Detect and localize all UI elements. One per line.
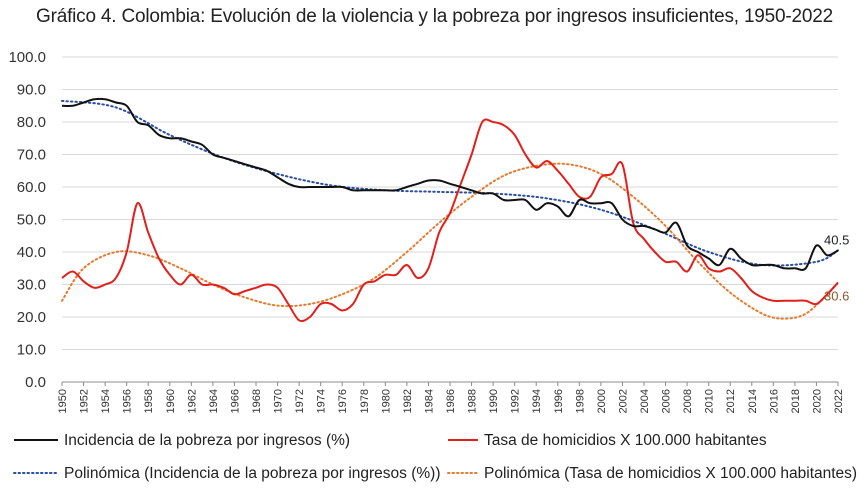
- x-tick-label: 1970: [273, 389, 285, 413]
- y-tick-label: 80.0: [17, 114, 46, 131]
- x-tick-label: 2018: [790, 389, 802, 413]
- x-tick-label: 2022: [833, 389, 845, 413]
- x-tick-label: 1950: [57, 389, 69, 413]
- x-tick-label: 2016: [768, 389, 780, 413]
- x-tick-label: 1968: [251, 389, 263, 413]
- gridlines: [62, 56, 838, 383]
- x-tick-label: 1956: [122, 389, 134, 413]
- x-tick-label: 2000: [596, 389, 608, 413]
- x-tick-label: 1960: [165, 389, 177, 413]
- x-tick-label: 2010: [704, 389, 716, 413]
- y-tick-label: 60.0: [17, 179, 46, 196]
- x-tick-label: 2020: [811, 389, 823, 413]
- y-tick-label: 40.0: [17, 244, 46, 261]
- x-tick-label: 1974: [316, 389, 328, 413]
- data-labels: 40.5 30.6: [824, 232, 849, 303]
- poverty-trend-line: [61, 99, 839, 267]
- homicide-trend-line: [61, 162, 839, 320]
- x-tick-label: 1990: [488, 389, 500, 413]
- x-tick-label: 1978: [359, 389, 371, 413]
- y-tick-label: 20.0: [17, 309, 46, 326]
- legend-label: Tasa de homicidios X 100.000 habitantes: [484, 432, 767, 449]
- y-tick-label: 50.0: [17, 212, 46, 229]
- x-tick-label: 2006: [661, 389, 673, 413]
- chart-title: Gráfico 4. Colombia: Evolución de la vio…: [36, 6, 834, 27]
- x-tick-label: 1992: [510, 389, 522, 413]
- x-tick-label: 1966: [229, 389, 241, 413]
- x-tick-label: 1994: [531, 389, 543, 413]
- y-tick-label: 0.0: [25, 374, 46, 391]
- x-tick-label: 2002: [617, 389, 629, 413]
- x-tick-label: 2008: [682, 389, 694, 413]
- x-tick-label: 1972: [294, 389, 306, 413]
- y-tick-label: 30.0: [17, 277, 46, 294]
- y-tick-label: 90.0: [17, 82, 46, 99]
- end-value-label: 30.6: [824, 289, 849, 304]
- x-tick-label: 1988: [467, 389, 479, 413]
- x-tick-label: 1982: [402, 389, 414, 413]
- legend-item-homicide-trend: Polinómica (Tasa de homicidios X 100.000…: [447, 465, 857, 482]
- legend-label: Polinómica (Tasa de homicidios X 100.000…: [484, 465, 857, 482]
- legend: Incidencia de la pobreza por ingresos (%…: [13, 432, 857, 482]
- x-tick-label: 1976: [337, 389, 349, 413]
- x-tick-label: 1984: [423, 389, 435, 413]
- x-tick-label: 1958: [143, 389, 155, 413]
- x-tick-label: 1996: [553, 389, 565, 413]
- end-value-label: 40.5: [824, 232, 849, 247]
- x-tick-label: 1954: [100, 389, 112, 413]
- legend-label: Incidencia de la pobreza por ingresos (%…: [64, 432, 350, 449]
- x-tick-label: 2012: [725, 389, 737, 413]
- poverty-line: [61, 97, 839, 271]
- homicide-rate-line: [61, 118, 839, 323]
- legend-label: Polinómica (Incidencia de la pobreza por…: [64, 465, 441, 482]
- x-axis-tick-labels: 1950 1952 1954 1956 1958 1960 1962 1964 1966 1968…: [57, 389, 845, 413]
- legend-item-homicide: Tasa de homicidios X 100.000 habitantes: [448, 432, 767, 449]
- legend-item-poverty-trend: Polinómica (Incidencia de la pobreza por…: [13, 465, 441, 482]
- x-tick-label: 2004: [639, 389, 651, 413]
- x-tick-label: 1964: [208, 389, 220, 413]
- x-tick-label: 1952: [79, 389, 91, 413]
- x-axis: [61, 381, 839, 386]
- y-tick-label: 10.0: [17, 342, 46, 359]
- x-tick-label: 1998: [574, 389, 586, 413]
- x-tick-label: 1980: [380, 389, 392, 413]
- y-tick-label: 70.0: [17, 147, 46, 164]
- x-tick-label: 2014: [747, 389, 759, 413]
- y-tick-label: 100.0: [8, 49, 46, 66]
- series-lines: [61, 97, 839, 323]
- legend-item-poverty: Incidencia de la pobreza por ingresos (%…: [14, 432, 350, 449]
- x-tick-label: 1962: [186, 389, 198, 413]
- y-axis-tick-labels: 0.0 10.0 20.0 30.0 40.0 50.0 60.0 70.0 80.0 90.0 1…: [8, 49, 46, 391]
- x-tick-label: 1986: [445, 389, 457, 413]
